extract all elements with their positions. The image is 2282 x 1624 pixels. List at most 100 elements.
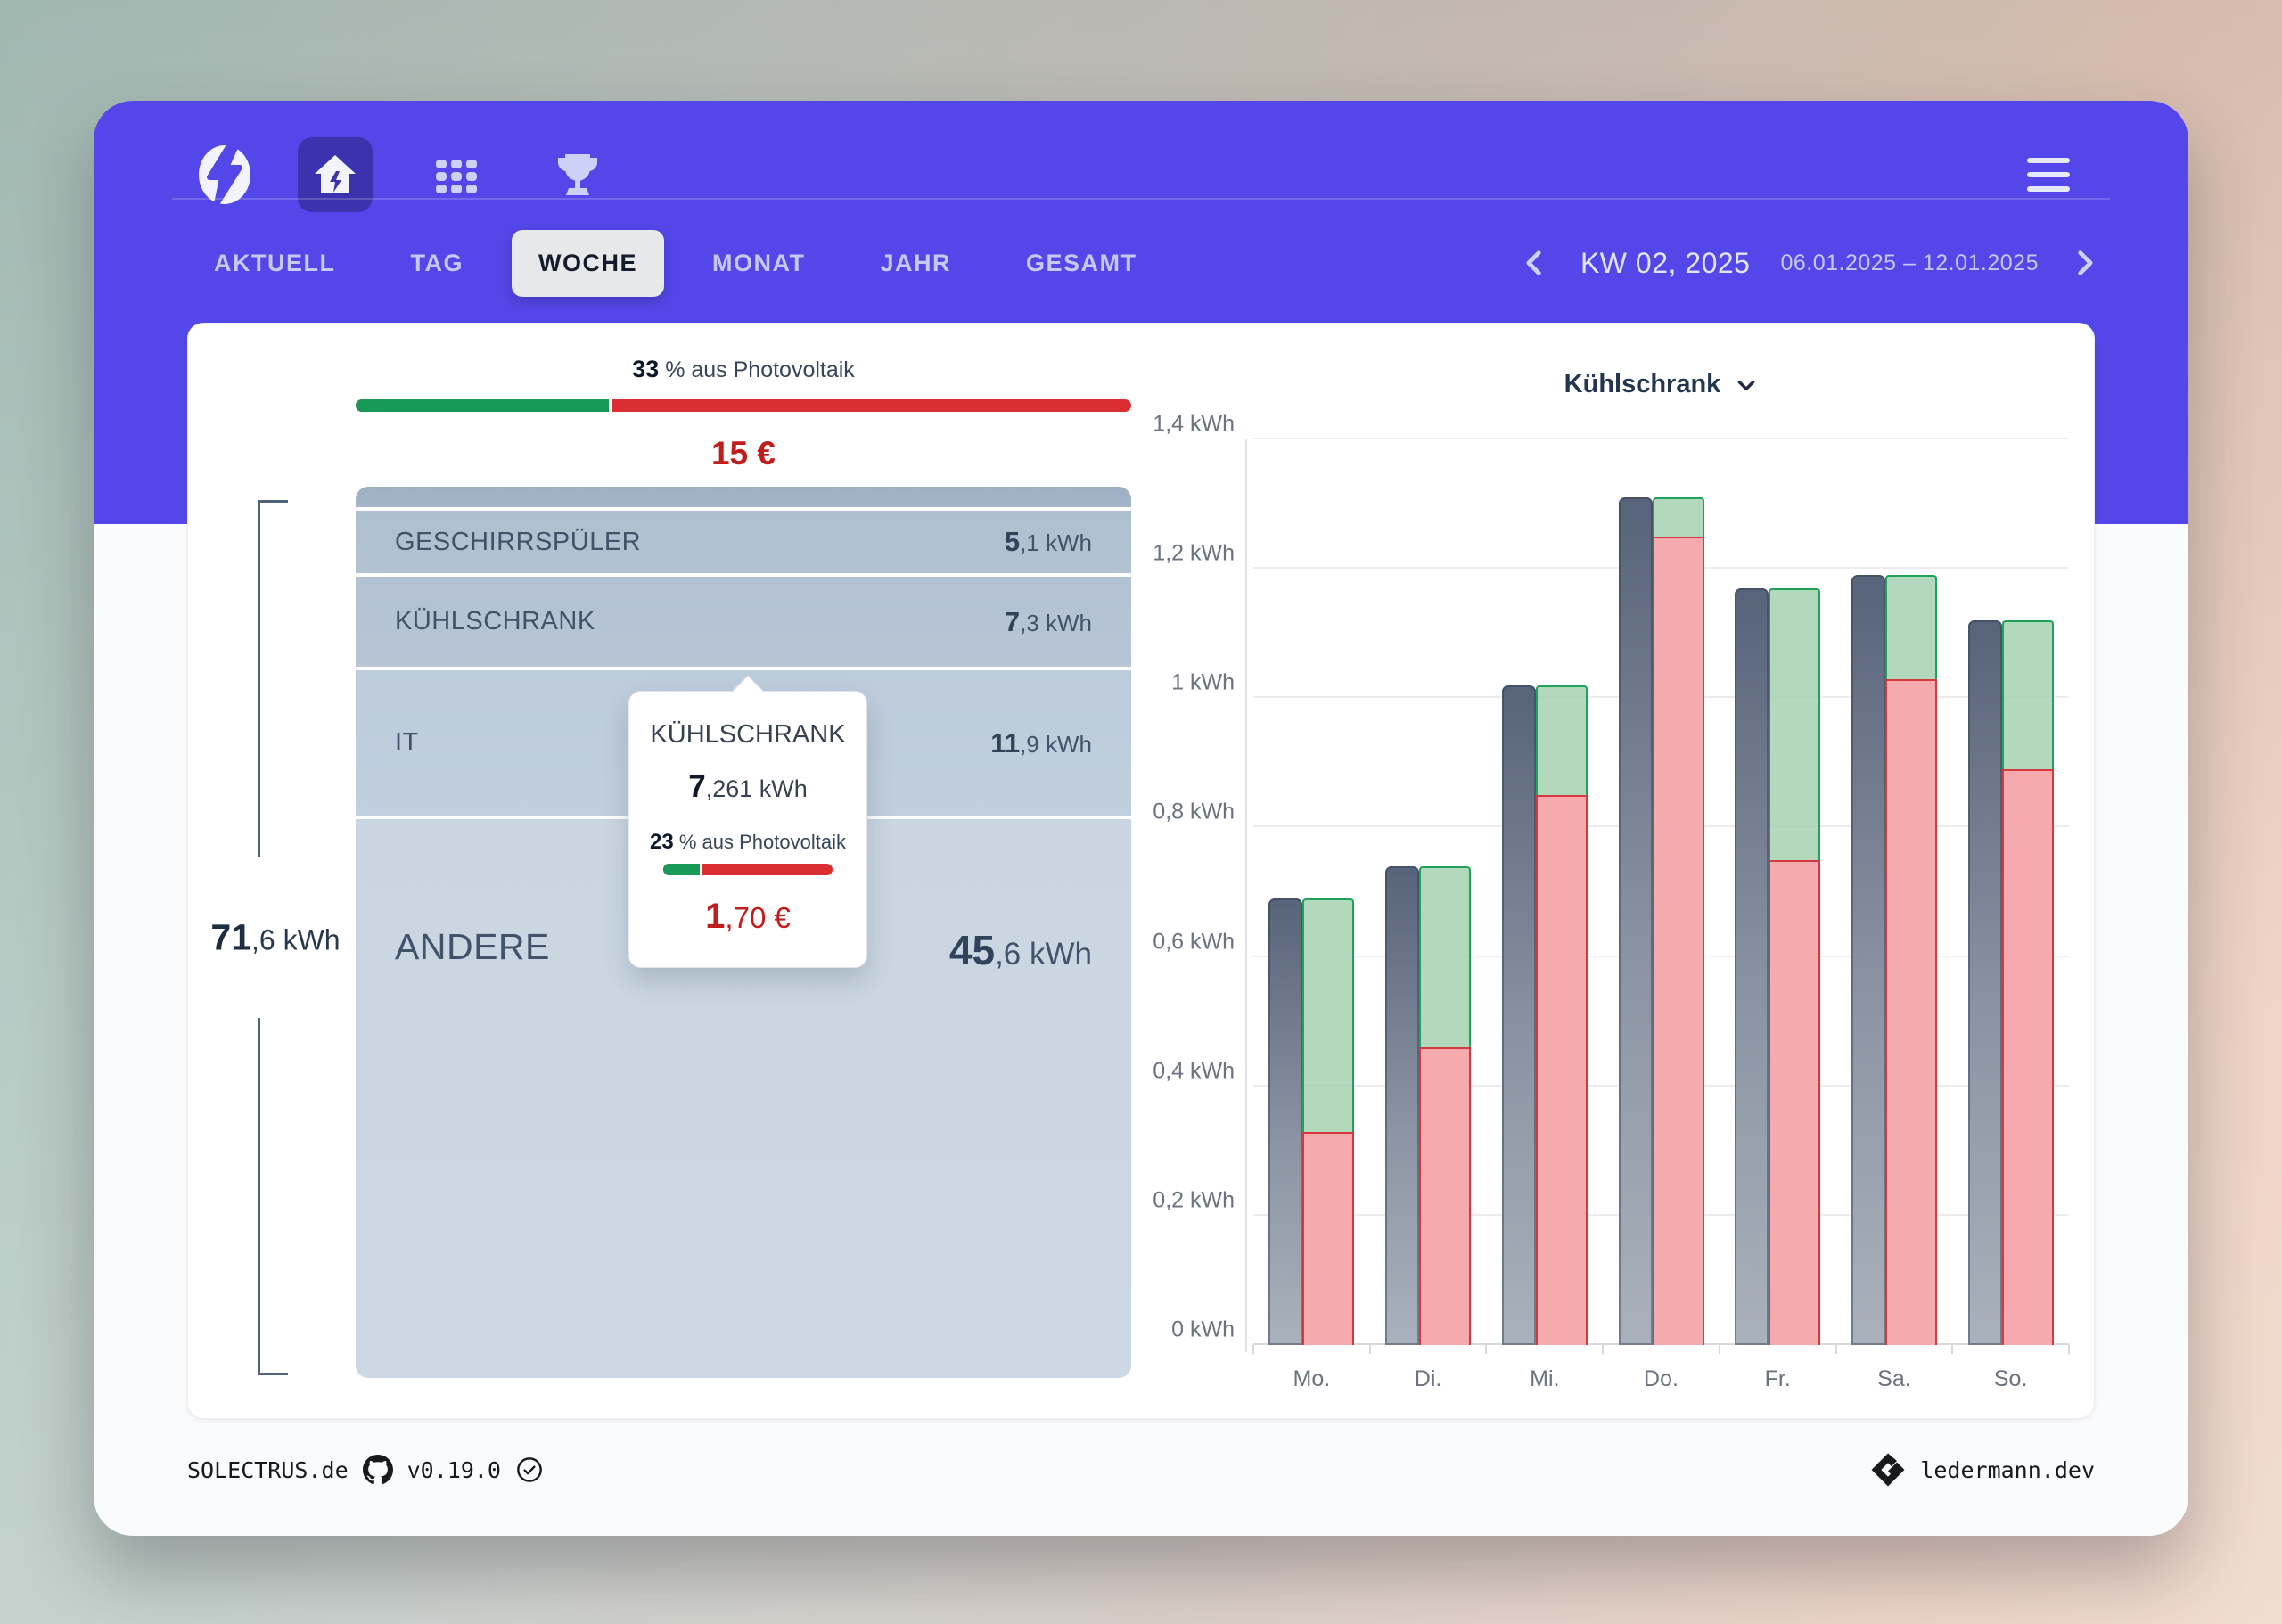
bar-group-di <box>1370 439 1487 1345</box>
pv-summary: 33 % aus Photovoltaik 15 € <box>356 356 1131 472</box>
version-label: v0.19.0 <box>406 1456 501 1483</box>
tooltip-title: KÜHLSCHRANK <box>650 720 846 749</box>
period-navigator: KW 02, 2025 06.01.2025 – 12.01.2025 <box>1520 214 2099 312</box>
solectrus-logo-icon <box>187 137 262 212</box>
menu-hamburger-button[interactable] <box>2011 126 2086 224</box>
sensor-dropdown-label: Kühlschrank <box>1564 370 1721 398</box>
tab-monat[interactable]: MONAT <box>711 249 806 276</box>
y-axis-label: 0,6 kWh <box>1153 929 1235 955</box>
total-bar[interactable] <box>1618 497 1653 1345</box>
x-axis-tick <box>1718 1345 1720 1354</box>
credit-link[interactable]: ledermann.dev <box>1920 1456 2095 1483</box>
x-axis-tick <box>1368 1345 1371 1354</box>
tooltip-progress-bar <box>663 864 833 875</box>
pv-bar-segment[interactable] <box>1535 685 1588 796</box>
tab-woche[interactable]: WOCHE <box>511 229 664 297</box>
tab-tag[interactable]: TAG <box>410 249 464 276</box>
total-bar[interactable] <box>1851 575 1885 1345</box>
footer-left: SOLECTRUS.de v0.19.0 <box>187 1455 544 1485</box>
stacked-bar[interactable] <box>1302 898 1355 1345</box>
bar-group-fr <box>1720 439 1836 1345</box>
y-axis-label: 1,2 kWh <box>1153 540 1235 566</box>
stack-segment-small[interactable] <box>356 487 1131 508</box>
stacked-bar[interactable] <box>1652 497 1704 1345</box>
bar-group-mo <box>1253 439 1370 1345</box>
site-link[interactable]: SOLECTRUS.de <box>187 1456 349 1483</box>
y-axis-label: 0,8 kWh <box>1153 799 1235 824</box>
top-icon-bar <box>187 126 2095 224</box>
x-axis-label: Mi. <box>1530 1366 1560 1391</box>
tab-gesamt[interactable]: GESAMT <box>1025 249 1137 276</box>
stacked-bar[interactable] <box>1419 865 1472 1345</box>
bar-group-so <box>1952 439 2069 1345</box>
pv-bar-segment[interactable] <box>1302 898 1355 1132</box>
grid-bar-segment[interactable] <box>2001 769 2054 1345</box>
segment-label: GESCHIRRSPÜLER <box>395 527 642 556</box>
pv-bar-segment[interactable] <box>1652 497 1704 537</box>
x-axis-label: Di. <box>1414 1366 1442 1391</box>
home-nav-button[interactable] <box>298 137 373 212</box>
period-label: KW 02, 2025 <box>1580 246 1751 279</box>
chevron-down-icon <box>1738 380 1755 390</box>
total-bracket: 71,6 kWh <box>204 500 347 1375</box>
chevron-left-icon[interactable] <box>1520 248 1550 278</box>
total-bar[interactable] <box>1735 587 1769 1345</box>
chevron-right-icon[interactable] <box>2069 248 2099 278</box>
grid-bar-segment[interactable] <box>1302 1131 1355 1345</box>
pv-bar-segment[interactable] <box>1884 575 1937 679</box>
stack-segment-geschirrspüler[interactable]: GESCHIRRSPÜLER 5,1 kWh <box>356 511 1131 574</box>
stack-segment-kühlschrank[interactable]: KÜHLSCHRANK 7,3 kWh <box>356 577 1131 667</box>
total-consumption-label: 71,6 kWh <box>204 891 347 984</box>
pv-bar-segment[interactable] <box>1769 587 1821 860</box>
tab-aktuell[interactable]: AKTUELL <box>214 249 336 276</box>
github-icon[interactable] <box>362 1455 393 1485</box>
pv-progress-bar <box>356 399 1131 412</box>
pv-bar-segment[interactable] <box>2001 620 2054 770</box>
segment-value: 45,6 kWh <box>948 927 1092 974</box>
x-axis-tick <box>1252 1345 1254 1354</box>
total-bar[interactable] <box>1967 620 2002 1345</box>
total-cost: 15 € <box>710 435 776 472</box>
x-axis-label: Fr. <box>1764 1366 1791 1391</box>
segment-value: 5,1 kWh <box>1004 526 1092 558</box>
sensor-tooltip: KÜHLSCHRANK 7,261 kWh 23 % aus Photovolt… <box>628 675 867 968</box>
grid-bar-segment[interactable] <box>1535 795 1588 1345</box>
tab-jahr[interactable]: JAHR <box>880 249 951 276</box>
total-bar[interactable] <box>1501 685 1536 1345</box>
header-divider <box>172 198 2110 200</box>
y-axis-line <box>1245 439 1247 1352</box>
stacked-bar[interactable] <box>1769 587 1821 1345</box>
y-axis-label: 1,4 kWh <box>1153 411 1235 437</box>
segment-value: 7,3 kWh <box>1004 605 1092 637</box>
grid-bar-segment[interactable] <box>1884 678 1937 1345</box>
x-axis-tick <box>1835 1345 1837 1354</box>
grid-bar-segment[interactable] <box>1769 859 1821 1345</box>
y-axis-label: 0,2 kWh <box>1153 1187 1235 1213</box>
sensor-dropdown[interactable]: Kühlschrank <box>1253 370 2069 399</box>
total-bar[interactable] <box>1268 898 1303 1345</box>
footer-right: ledermann.dev <box>1870 1452 2095 1488</box>
y-axis-label: 1 kWh <box>1171 669 1235 695</box>
tooltip-progress-green <box>663 864 702 875</box>
apps-grid-nav-button[interactable] <box>419 137 494 212</box>
stacked-bar[interactable] <box>2001 620 2054 1345</box>
stacked-bar[interactable] <box>1884 575 1937 1345</box>
y-axis-label: 0,4 kWh <box>1153 1058 1235 1084</box>
check-circle-icon <box>517 1457 542 1482</box>
trophy-nav-button[interactable] <box>540 137 615 212</box>
stacked-bar[interactable] <box>1535 685 1588 1345</box>
bar-group-sa <box>1836 439 1953 1345</box>
bar-group-do <box>1603 439 1720 1345</box>
grid-bar-segment[interactable] <box>1652 536 1704 1345</box>
segment-label: ANDERE <box>395 926 550 968</box>
pv-progress-green <box>356 399 612 412</box>
x-axis-tick <box>2068 1345 2070 1354</box>
y-axis-label: 0 kWh <box>1171 1316 1235 1342</box>
tooltip-cost: 1,70 € <box>705 897 791 936</box>
total-bar[interactable] <box>1385 865 1420 1345</box>
tooltip-value: 7,261 kWh <box>688 769 808 804</box>
app-footer: SOLECTRUS.de v0.19.0 ledermann.dev <box>187 1452 2095 1488</box>
pv-bar-segment[interactable] <box>1419 865 1472 1048</box>
bar-chart: 0 kWh 0,2 kWh 0,4 kWh 0,6 kWh 0,8 kWh 1 kWh 1,… <box>1153 412 2070 1391</box>
grid-bar-segment[interactable] <box>1419 1047 1472 1345</box>
